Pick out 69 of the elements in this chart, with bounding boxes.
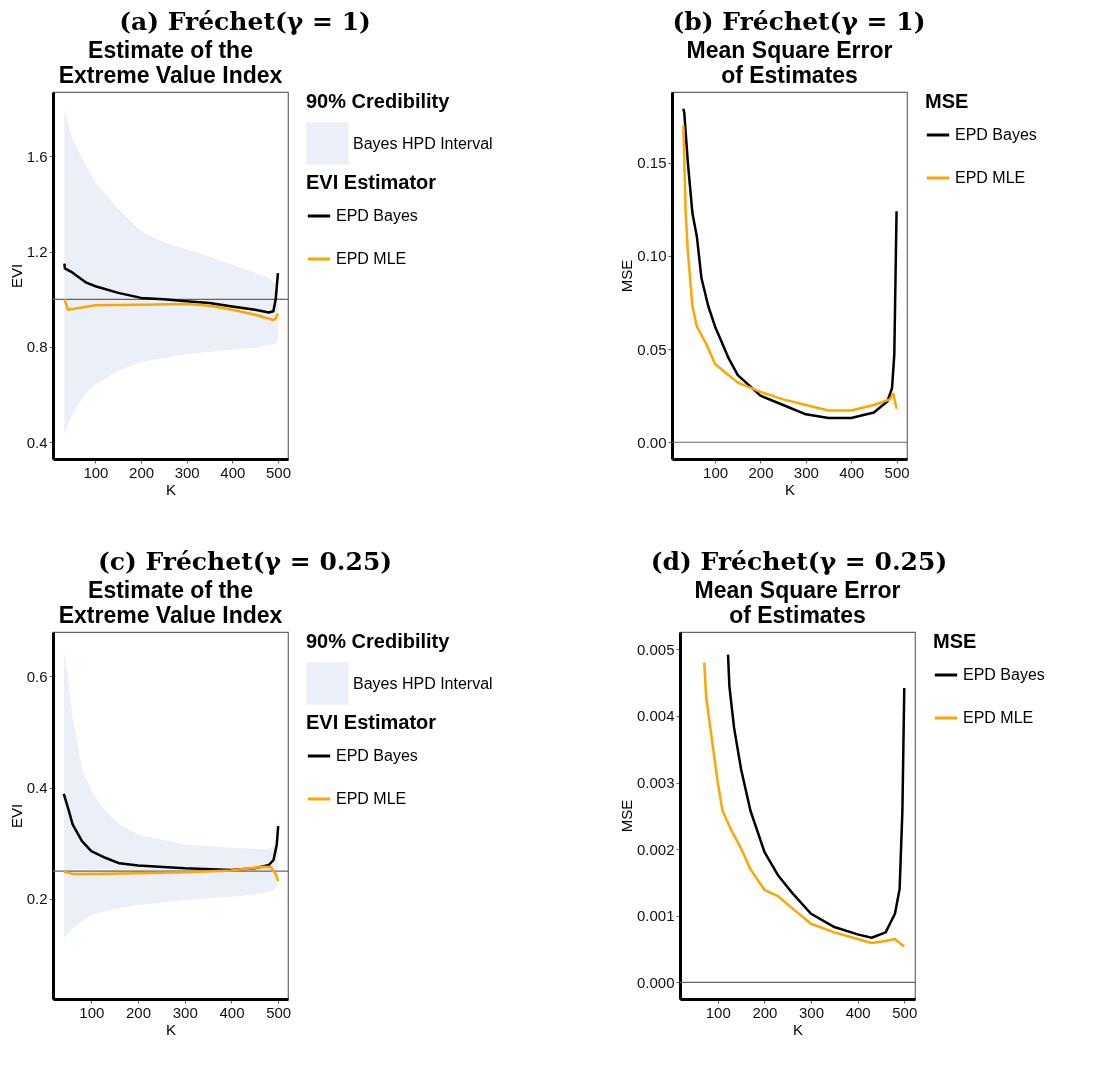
y-tick-label: 0.004	[636, 707, 675, 725]
y-tick-label: 0.15	[637, 154, 667, 172]
x-tick-label: 100	[79, 1003, 105, 1021]
x-tick-label: 500	[265, 463, 291, 481]
y-tick-label: 1.6	[26, 147, 48, 165]
legend-label: EPD MLE	[336, 790, 407, 807]
x-tick-label: 500	[892, 1003, 918, 1021]
x-tick-label: 500	[884, 463, 910, 481]
x-tick-label: 100	[703, 463, 729, 481]
text: 90% Credibility	[306, 630, 450, 652]
x-axis-title: K	[792, 1020, 804, 1038]
x-tick-label: 200	[752, 1003, 778, 1021]
x-axis-title: K	[165, 1020, 177, 1038]
y-tick-label: 0.4	[26, 779, 48, 797]
chart-title: (a) Fréchet(γ = 1)	[119, 7, 371, 36]
x-tick-label: 200	[748, 463, 774, 481]
legend-title: MSE	[925, 90, 969, 112]
y-axis-title: MSE	[618, 259, 636, 293]
text: Bayes HPD Interval	[353, 674, 493, 692]
text: Bayes HPD Interval	[353, 134, 493, 152]
y-tick-label: 0.10	[637, 247, 667, 265]
x-tick-label: 300	[793, 463, 819, 481]
x-tick-label: 400	[839, 463, 865, 481]
y-tick-label: 0.8	[26, 338, 48, 356]
y-axis-title: MSE	[617, 799, 635, 833]
x-tick-label: 100	[83, 463, 109, 481]
x-tick-label: 500	[266, 1003, 292, 1021]
chart-subtitle: Estimate of the Extreme Value Index	[58, 37, 283, 88]
chart-subtitle: Mean Square Error of Estimates	[694, 577, 901, 628]
legend-label: EPD Bayes	[336, 207, 418, 224]
legend-label: EPD Bayes	[955, 126, 1037, 143]
chart-title: (c) Fréchet(γ = 0.25)	[97, 547, 393, 576]
y-axis-title: EVI	[7, 803, 25, 829]
chart-title: (d) Fréchet(γ = 0.25)	[650, 547, 948, 576]
legend-label: EPD MLE	[336, 250, 407, 267]
x-axis-title: K	[165, 480, 177, 498]
y-tick-label: 0.05	[637, 340, 667, 358]
x-tick-label: 400	[219, 1003, 245, 1021]
x-tick-label: 400	[220, 463, 246, 481]
x-tick-label: 300	[799, 1003, 825, 1021]
legend-label: EPD MLE	[955, 169, 1026, 186]
y-tick-label: 0.4	[26, 433, 48, 451]
x-tick-label: 300	[172, 1003, 198, 1021]
x-axis-title: K	[784, 480, 796, 498]
x-tick-label: 100	[705, 1003, 731, 1021]
x-tick-label: 400	[845, 1003, 871, 1021]
x-tick-label: 200	[126, 1003, 152, 1021]
y-tick-label: 0.003	[636, 774, 675, 792]
legend-label: EPD MLE	[963, 709, 1034, 726]
text: EVI Estimator	[306, 171, 437, 193]
y-tick-label: 0.6	[26, 667, 48, 685]
text: EVI Estimator	[306, 711, 437, 733]
y-tick-label: 0.005	[636, 640, 675, 658]
y-tick-label: 0.000	[636, 973, 675, 991]
chart-subtitle: Estimate of the Extreme Value Index	[58, 577, 283, 628]
legend-label: EPD Bayes	[336, 747, 418, 764]
legend-label: EPD Bayes	[963, 666, 1045, 683]
chart-subtitle: Mean Square Error of Estimates	[686, 37, 893, 88]
y-axis-title: EVI	[7, 263, 25, 289]
text: 90% Credibility	[306, 90, 450, 112]
y-tick-label: 1.2	[26, 243, 48, 261]
legend-title: MSE	[933, 630, 977, 652]
y-tick-label: 0.002	[636, 840, 675, 858]
y-tick-label: 0.2	[26, 890, 48, 908]
x-tick-label: 300	[174, 463, 200, 481]
y-tick-label: 0.001	[636, 907, 675, 925]
y-tick-label: 0.00	[637, 433, 667, 451]
chart-title: (b) Fréchet(γ = 1)	[672, 7, 926, 36]
x-tick-label: 200	[129, 463, 155, 481]
